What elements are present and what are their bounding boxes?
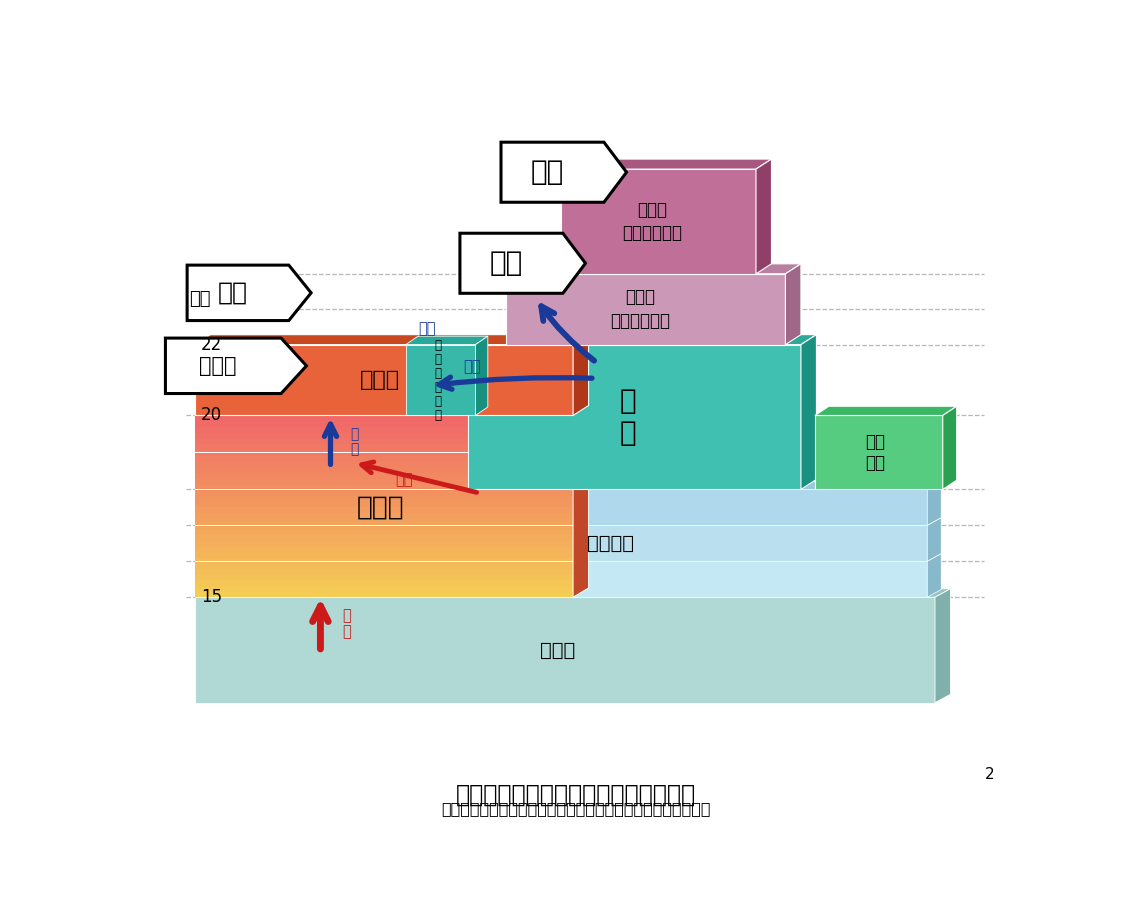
Polygon shape xyxy=(309,525,927,561)
Polygon shape xyxy=(195,529,573,535)
Text: 短期
大学: 短期 大学 xyxy=(865,433,885,472)
Text: 15: 15 xyxy=(201,588,222,607)
Polygon shape xyxy=(406,336,488,345)
Text: 博士: 博士 xyxy=(531,158,564,187)
Text: 大
学: 大 学 xyxy=(620,387,637,447)
Text: 22: 22 xyxy=(200,336,222,354)
Polygon shape xyxy=(814,406,956,415)
Polygon shape xyxy=(195,588,951,597)
Polygon shape xyxy=(195,562,573,569)
Text: 進学: 進学 xyxy=(418,321,436,336)
Polygon shape xyxy=(195,579,573,586)
Polygon shape xyxy=(195,506,573,513)
Polygon shape xyxy=(406,345,476,415)
Polygon shape xyxy=(309,554,942,561)
Polygon shape xyxy=(195,574,573,580)
Polygon shape xyxy=(195,406,588,415)
Polygon shape xyxy=(195,534,573,541)
Text: 2: 2 xyxy=(986,767,994,781)
Polygon shape xyxy=(801,335,817,490)
Polygon shape xyxy=(195,556,573,564)
Polygon shape xyxy=(195,460,573,468)
Text: 専攻科: 専攻科 xyxy=(360,370,400,390)
Text: （文部科学省ウェブサイトの図を基に東京大学新聞社が作成）: （文部科学省ウェブサイトの図を基に東京大学新聞社が作成） xyxy=(441,801,711,815)
Polygon shape xyxy=(309,561,927,597)
Polygon shape xyxy=(195,597,935,703)
Polygon shape xyxy=(560,159,772,169)
Polygon shape xyxy=(195,478,573,485)
Text: 進
学: 進 学 xyxy=(350,426,358,456)
Text: 編入: 編入 xyxy=(395,473,413,488)
Polygon shape xyxy=(195,517,573,524)
Polygon shape xyxy=(468,335,817,345)
Text: 技
術
科
学
大
学: 技 術 科 学 大 学 xyxy=(434,339,441,422)
Polygon shape xyxy=(195,495,573,501)
Polygon shape xyxy=(195,501,573,508)
Polygon shape xyxy=(195,437,573,445)
Polygon shape xyxy=(195,551,573,558)
Polygon shape xyxy=(935,588,951,703)
Polygon shape xyxy=(460,233,585,294)
Polygon shape xyxy=(501,142,627,202)
Polygon shape xyxy=(927,518,942,561)
Polygon shape xyxy=(195,522,573,530)
Polygon shape xyxy=(195,425,573,433)
Polygon shape xyxy=(573,406,588,597)
Polygon shape xyxy=(560,169,756,274)
Polygon shape xyxy=(195,443,573,450)
Text: 入
学: 入 学 xyxy=(342,608,351,640)
Polygon shape xyxy=(814,415,943,490)
Text: 20: 20 xyxy=(201,406,222,425)
Polygon shape xyxy=(195,448,573,456)
Polygon shape xyxy=(573,335,588,415)
Polygon shape xyxy=(195,432,573,438)
Polygon shape xyxy=(195,455,573,462)
Text: 本　科: 本 科 xyxy=(357,494,404,521)
Text: 修士: 修士 xyxy=(489,249,523,277)
Polygon shape xyxy=(195,511,573,519)
Polygon shape xyxy=(927,554,942,597)
Text: 中学校: 中学校 xyxy=(540,640,575,660)
Polygon shape xyxy=(195,490,573,496)
Polygon shape xyxy=(195,567,573,575)
Text: （図１）高専の学校制度上の位置付け: （図１）高専の学校制度上の位置付け xyxy=(456,782,696,806)
Polygon shape xyxy=(195,545,573,553)
Polygon shape xyxy=(506,274,785,345)
Polygon shape xyxy=(506,264,801,274)
Polygon shape xyxy=(195,472,573,479)
Polygon shape xyxy=(195,414,573,421)
Polygon shape xyxy=(785,264,801,345)
Polygon shape xyxy=(943,406,956,490)
Polygon shape xyxy=(195,483,573,490)
Polygon shape xyxy=(187,265,312,320)
Text: 年齢: 年齢 xyxy=(189,290,210,307)
Polygon shape xyxy=(309,490,927,525)
Polygon shape xyxy=(309,481,942,490)
Polygon shape xyxy=(195,345,573,415)
Polygon shape xyxy=(476,336,488,415)
Polygon shape xyxy=(195,335,588,345)
Text: 大学院
（修士課程）: 大学院 （修士課程） xyxy=(610,288,669,330)
Polygon shape xyxy=(165,338,306,393)
Text: 準学士: 準学士 xyxy=(199,356,236,376)
Polygon shape xyxy=(195,540,573,546)
Text: 大学院
（博士課程）: 大学院 （博士課程） xyxy=(622,200,682,242)
Polygon shape xyxy=(927,481,942,525)
Text: 高等学校: 高等学校 xyxy=(587,533,634,553)
Polygon shape xyxy=(195,466,573,473)
Polygon shape xyxy=(195,420,573,427)
Polygon shape xyxy=(195,590,573,597)
Text: 編入: 編入 xyxy=(464,359,482,374)
Polygon shape xyxy=(756,159,772,274)
Polygon shape xyxy=(309,518,942,525)
Polygon shape xyxy=(195,585,573,592)
Polygon shape xyxy=(468,345,801,490)
Text: 学士: 学士 xyxy=(218,281,248,305)
